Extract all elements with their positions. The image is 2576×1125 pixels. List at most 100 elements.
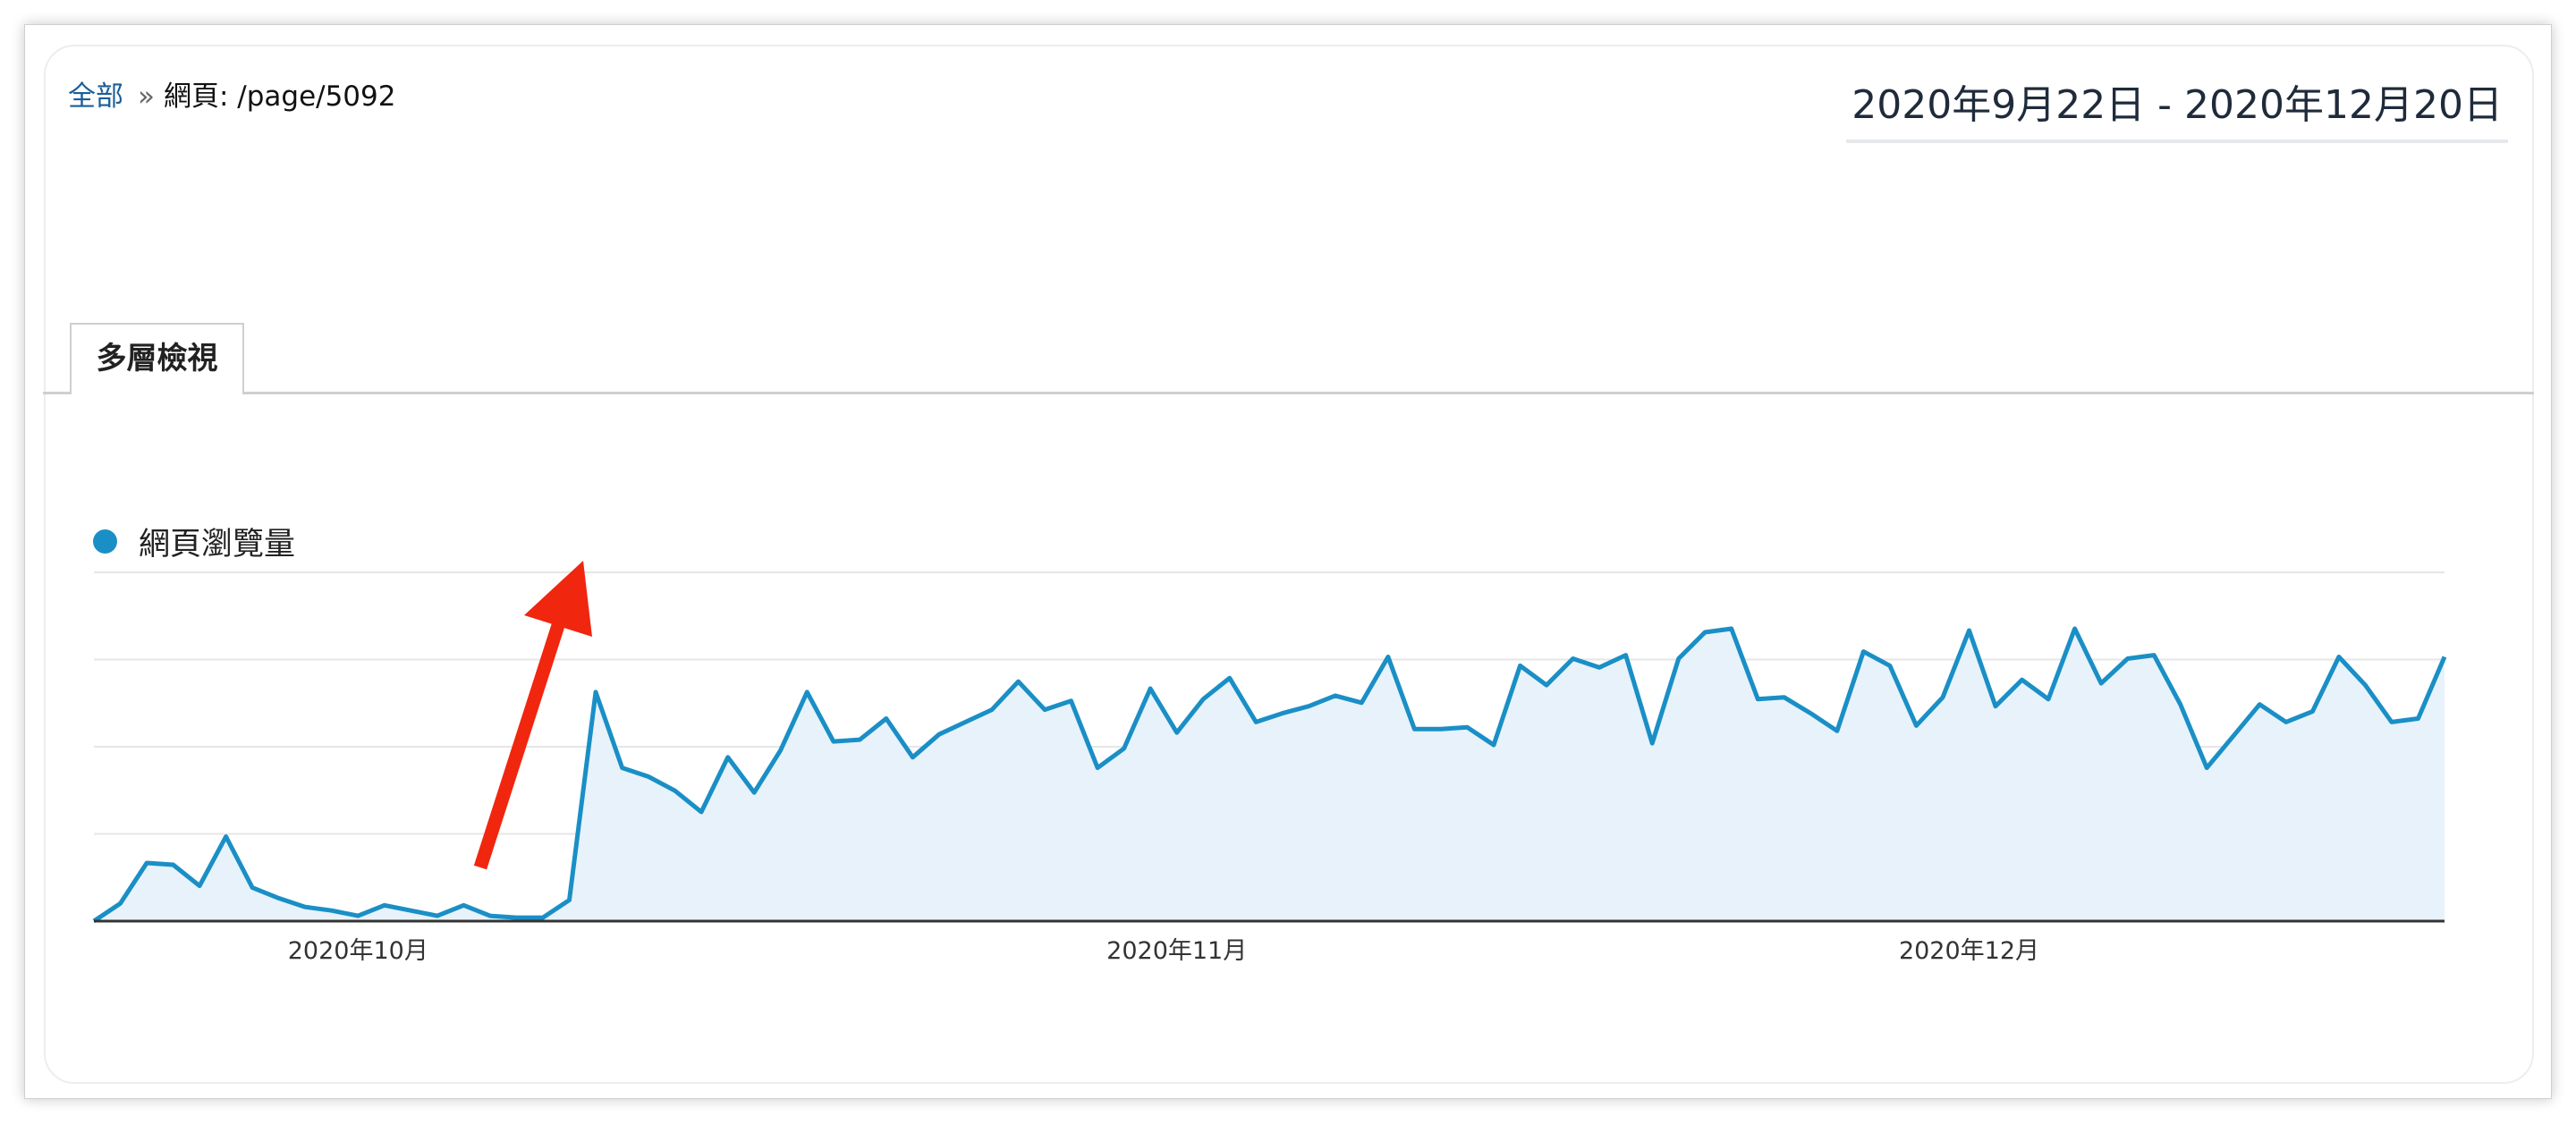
data-point[interactable] — [352, 910, 363, 921]
date-range-selector[interactable]: 2020年9月22日 - 2020年12月20日 — [1846, 80, 2508, 143]
data-point[interactable] — [696, 807, 707, 817]
data-point[interactable] — [1039, 705, 1050, 715]
data-point[interactable] — [1541, 680, 1552, 690]
data-point[interactable] — [1568, 654, 1579, 664]
data-point[interactable] — [564, 894, 575, 905]
data-point[interactable] — [617, 763, 628, 774]
data-point[interactable] — [300, 901, 310, 912]
data-point[interactable] — [1436, 723, 1446, 734]
data-point[interactable] — [485, 910, 496, 921]
data-point[interactable] — [1594, 662, 1605, 672]
data-point[interactable] — [326, 905, 337, 916]
data-point[interactable] — [2439, 652, 2450, 663]
data-point[interactable] — [801, 687, 812, 698]
data-point[interactable] — [1699, 627, 1710, 638]
data-point[interactable] — [2413, 714, 2424, 724]
data-point[interactable] — [775, 745, 786, 756]
data-point[interactable] — [2307, 706, 2318, 717]
x-axis-tick-labels: 2020年10月 2020年11月 2020年12月 — [288, 937, 2039, 965]
data-point[interactable] — [2148, 650, 2159, 661]
data-point[interactable] — [2334, 652, 2344, 663]
data-point[interactable] — [168, 859, 179, 870]
data-point[interactable] — [2254, 699, 2265, 710]
report-panel — [44, 45, 2534, 1084]
data-point[interactable] — [749, 787, 759, 798]
data-point[interactable] — [1013, 676, 1024, 687]
data-point[interactable] — [1119, 743, 1130, 754]
data-point[interactable] — [1858, 647, 1868, 657]
data-point[interactable] — [221, 832, 232, 842]
data-point[interactable] — [2043, 694, 2054, 705]
data-point[interactable] — [2201, 763, 2212, 774]
data-point[interactable] — [1330, 690, 1341, 701]
data-point[interactable] — [1303, 701, 1314, 712]
series-line — [92, 626, 2447, 924]
series-area-fill — [94, 629, 2445, 921]
data-point[interactable] — [1145, 683, 1156, 694]
data-point[interactable] — [1250, 716, 1261, 727]
data-point[interactable] — [1092, 763, 1103, 774]
data-point[interactable] — [1832, 725, 1843, 736]
data-point[interactable] — [141, 858, 152, 868]
data-point[interactable] — [1964, 625, 1975, 636]
data-point[interactable] — [1621, 650, 1631, 661]
breadcrumb-root-link[interactable]: 全部 — [68, 80, 123, 113]
data-point[interactable] — [907, 752, 918, 763]
data-point[interactable] — [2386, 716, 2397, 727]
data-point[interactable] — [854, 734, 865, 745]
data-point[interactable] — [2070, 623, 2080, 634]
data-point[interactable] — [1515, 660, 1526, 671]
data-point[interactable] — [643, 772, 654, 782]
arrow-shaft — [473, 614, 568, 870]
data-point[interactable] — [2123, 654, 2133, 664]
data-point[interactable] — [1805, 708, 1816, 719]
data-point[interactable] — [2360, 680, 2370, 690]
data-point[interactable] — [987, 705, 997, 715]
data-point[interactable] — [828, 736, 839, 747]
data-point[interactable] — [2228, 731, 2239, 741]
data-point[interactable] — [670, 785, 681, 796]
data-point[interactable] — [432, 910, 443, 921]
data-point[interactable] — [2175, 699, 2186, 710]
tab-bar-divider — [43, 392, 2534, 394]
data-point[interactable] — [247, 883, 258, 893]
data-point[interactable] — [274, 892, 284, 903]
data-point[interactable] — [1488, 740, 1499, 750]
data-point[interactable] — [405, 905, 416, 916]
data-point[interactable] — [2017, 674, 2028, 685]
data-point[interactable] — [1277, 708, 1288, 719]
data-point[interactable] — [1383, 652, 1394, 663]
data-point[interactable] — [590, 687, 601, 698]
data-point[interactable] — [1726, 623, 1737, 634]
data-point[interactable] — [1462, 722, 1473, 732]
data-point[interactable] — [2281, 716, 2292, 727]
arrow-head — [524, 561, 592, 637]
data-point[interactable] — [1198, 694, 1208, 705]
data-point[interactable] — [1172, 727, 1182, 738]
data-point[interactable] — [960, 716, 970, 727]
data-point[interactable] — [1066, 696, 1077, 706]
data-point[interactable] — [194, 881, 205, 892]
data-point[interactable] — [379, 900, 390, 910]
data-point[interactable] — [881, 714, 892, 724]
x-tick-label: 2020年10月 — [288, 937, 428, 965]
data-point[interactable] — [1674, 654, 1684, 664]
data-point[interactable] — [1937, 692, 1948, 703]
data-point[interactable] — [115, 898, 126, 909]
data-point[interactable] — [2096, 678, 2106, 689]
data-point[interactable] — [1647, 738, 1657, 749]
data-point[interactable] — [1409, 723, 1419, 734]
data-point[interactable] — [1224, 672, 1235, 683]
data-point[interactable] — [1752, 694, 1763, 705]
data-point[interactable] — [1990, 701, 2001, 712]
data-point[interactable] — [1356, 698, 1367, 708]
tab-explorer[interactable]: 多層檢視 — [70, 323, 244, 394]
data-point[interactable] — [934, 729, 945, 740]
data-point[interactable] — [458, 900, 469, 910]
data-point[interactable] — [1911, 720, 1921, 731]
annotation-arrow — [473, 561, 592, 870]
data-point[interactable] — [723, 752, 733, 763]
data-point[interactable] — [1779, 692, 1790, 703]
data-point[interactable] — [1885, 660, 1895, 671]
